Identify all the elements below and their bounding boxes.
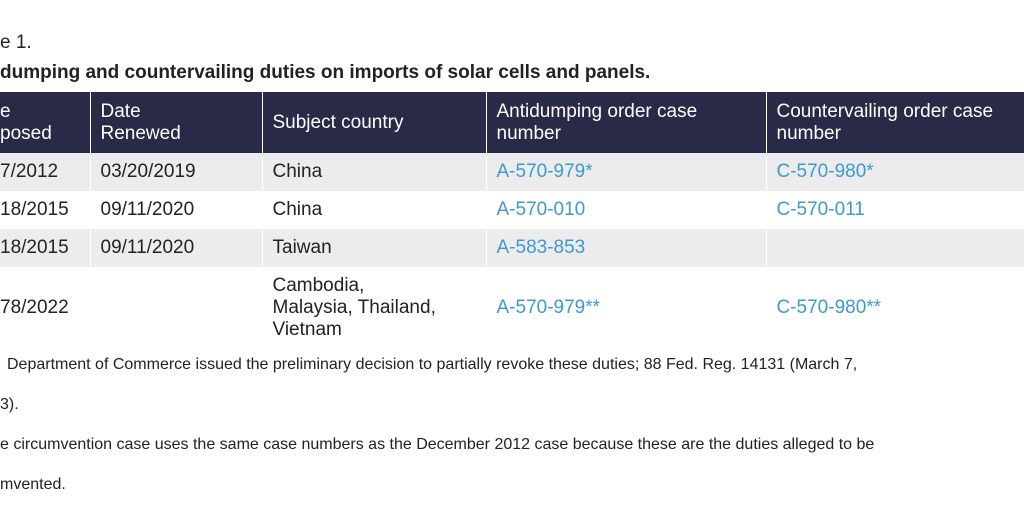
cell: 09/11/2020 [89, 229, 262, 267]
header-cell: Antidumping order case number [485, 92, 766, 153]
table-title: dumping and countervailing duties on imp… [0, 62, 651, 83]
table-row: 7/2012 03/20/2019 China A-570-979* C-570-980… [0, 153, 1024, 191]
table-row: 18/2015 09/11/2020 Taiwan A-583-853 [0, 229, 1024, 267]
footnote-line: e circumvention case uses the same case … [0, 436, 875, 453]
cell: 18/2015 [0, 199, 69, 220]
header-cell: Date Renewed [89, 92, 262, 153]
case-number-link: C-570-980** [765, 267, 1024, 348]
cell: 18/2015 [0, 229, 90, 267]
case-number-link: A-570-979* [485, 153, 766, 191]
case-number-link: A-570-010 [485, 191, 766, 229]
duties-table: e posed Date Renewed Subject country Antidu… [0, 92, 1024, 348]
cell [89, 267, 262, 348]
case-number-link: C-570-980* [765, 153, 1024, 191]
header-cell: e posed [0, 92, 90, 153]
footnote-line: 3). [0, 396, 19, 413]
header-cell: Subject country [261, 92, 486, 153]
table-row: 18/2015 09/11/2020 China A-570-010 C-570-011 [0, 191, 1024, 229]
header-row: e posed Date Renewed Subject country Antidu… [0, 92, 1024, 153]
case-number-link: C-570-011 [765, 191, 1024, 229]
cell: Taiwan [261, 229, 486, 267]
footnote-line: mvented. [0, 476, 66, 493]
cell: 09/11/2020 [89, 191, 262, 229]
cell: Cambodia, Malaysia, Thailand, Vietnam [261, 267, 486, 348]
cell: China [261, 191, 486, 229]
table-row: 78/2022 Cambodia, Malaysia, Thailand, Vie… [0, 267, 1024, 348]
footnote-line: Department of Commerce issued the prelim… [7, 356, 858, 373]
cell: 78/2022 [0, 296, 69, 318]
table-caption: e 1. [0, 32, 32, 53]
header-cell: Countervailing order case number [765, 92, 1024, 153]
cell: 7/2012 [0, 153, 90, 191]
cell: 03/20/2019 [89, 153, 262, 191]
case-number-link: A-570-979** [485, 267, 766, 348]
cell: China [261, 153, 486, 191]
case-number-link: A-583-853 [485, 229, 766, 267]
case-number-link [765, 229, 1024, 267]
